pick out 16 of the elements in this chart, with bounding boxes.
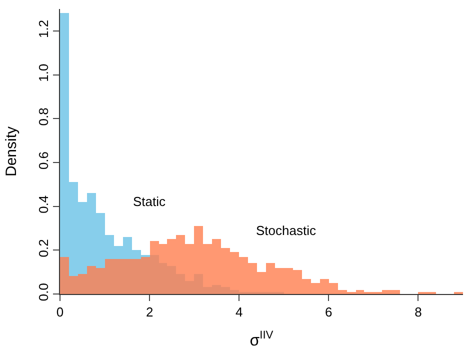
y-tick-label: 1.0	[36, 64, 51, 82]
text: Static	[133, 194, 166, 209]
x-tick-label: 8	[414, 304, 422, 320]
y-tick-label: 0.0	[36, 283, 51, 302]
y-tick-label: 0.8	[36, 108, 51, 126]
y-tick-label: 1.2	[36, 20, 51, 38]
x-tick-label: 6	[325, 304, 332, 320]
y-tick-label: 0.2	[36, 239, 51, 258]
series-label: Stochastic	[256, 223, 316, 238]
x-tick-label: 0	[56, 304, 64, 320]
x-tick-label: 4	[235, 304, 243, 320]
y-tick-label: 0.6	[36, 151, 51, 170]
x-tick-label: 2	[146, 304, 154, 320]
y-tick-label: 0.4	[36, 195, 51, 214]
y-axis-title: Density	[3, 126, 20, 177]
x-axis-title: σ$^{IIV}$	[250, 330, 274, 350]
